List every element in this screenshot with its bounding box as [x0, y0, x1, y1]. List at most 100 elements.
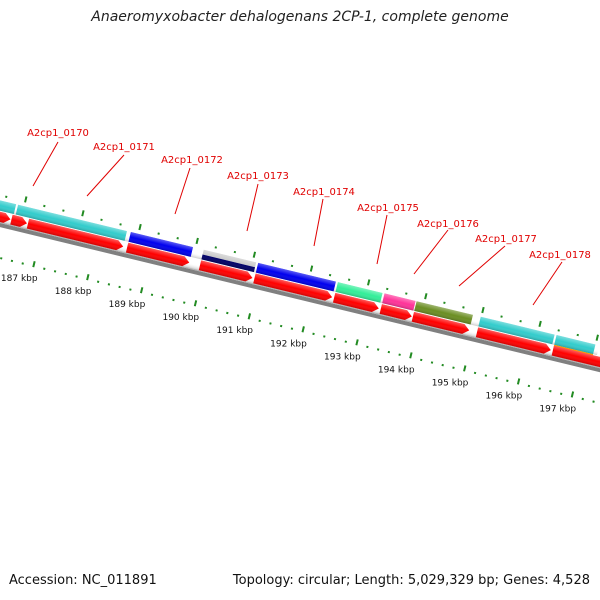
- scale-tick: [495, 376, 498, 380]
- scale-tick: [107, 283, 111, 286]
- scale-tick: [595, 334, 599, 341]
- scale-tick: [64, 272, 67, 276]
- scale-tick: [279, 324, 283, 328]
- scale-tick: [347, 278, 351, 281]
- scale-tick: [5, 195, 8, 198]
- scale-tick: [161, 296, 164, 299]
- kbp-label: 195 kbp: [432, 378, 469, 388]
- gene-label-a2cp1-0178[interactable]: A2cp1_0178: [529, 250, 591, 261]
- inner-scale: 187 kbp 188 kbp 189 kbp 190 kbp 191 kbp 192 k…: [0, 257, 595, 414]
- scale-tick: [290, 327, 294, 330]
- callout-line: [458, 245, 506, 287]
- scale-tick: [271, 260, 275, 263]
- scale-tick: [405, 292, 408, 295]
- gene-label-a2cp1-0170[interactable]: A2cp1_0170: [27, 128, 89, 139]
- kbp-label: 192 kbp: [270, 339, 307, 349]
- scale-tick: [592, 400, 595, 403]
- scale-tick: [538, 320, 542, 328]
- scale-tick: [344, 340, 347, 343]
- scale-tick: [355, 339, 359, 346]
- scale-tick: [527, 384, 531, 388]
- callout-line: [376, 214, 388, 265]
- scale-tick: [32, 261, 36, 268]
- scale-tick: [557, 329, 560, 332]
- scale-tick: [172, 298, 175, 302]
- scale-tick: [214, 246, 218, 249]
- scale-tick: [398, 353, 401, 356]
- scale-tick: [473, 371, 477, 375]
- scale-tick: [269, 322, 272, 325]
- scale-tick: [516, 378, 521, 385]
- scale-tick: [549, 389, 552, 393]
- scale-tick: [204, 306, 208, 310]
- callout-line: [532, 261, 563, 306]
- callout-line: [313, 198, 324, 247]
- scale-tick: [441, 363, 444, 367]
- scale-tick: [138, 223, 142, 231]
- gene-label-a2cp1-0174[interactable]: A2cp1_0174: [293, 187, 355, 198]
- scale-tick: [301, 326, 305, 333]
- scale-tick: [323, 335, 326, 338]
- scale-tick: [519, 319, 522, 323]
- scale-tick: [252, 251, 257, 258]
- scale-tick: [366, 345, 369, 349]
- gene-label-a2cp1-0177[interactable]: A2cp1_0177: [475, 234, 537, 245]
- scale-tick: [462, 306, 465, 309]
- scale-tick: [424, 293, 428, 300]
- callout-line: [86, 154, 125, 197]
- scale-tick: [195, 237, 199, 245]
- scale-tick: [86, 274, 90, 281]
- gene-label-a2cp1-0172[interactable]: A2cp1_0172: [161, 155, 223, 166]
- scale-tick: [576, 333, 579, 337]
- scale-tick: [258, 319, 261, 323]
- gene-label-a2cp1-0173[interactable]: A2cp1_0173: [227, 171, 289, 182]
- scale-tick: [484, 374, 488, 377]
- scale-tick: [290, 264, 294, 268]
- kbp-label: 196 kbp: [486, 391, 523, 401]
- scale-tick: [443, 301, 446, 304]
- outer-scale: [5, 195, 599, 341]
- scale-tick: [139, 287, 144, 294]
- scale-tick: [119, 223, 122, 226]
- feature-cyan-left: [0, 194, 17, 215]
- scale-tick: [309, 265, 314, 272]
- scale-tick: [538, 387, 541, 390]
- scale-tick: [75, 275, 78, 278]
- scale-tick: [409, 352, 413, 359]
- scale-tick: [570, 391, 575, 398]
- gene-callouts: A2cp1_0170 A2cp1_0171 A2cp1_0172 A2cp1_0…: [27, 128, 591, 306]
- kbp-label: 190 kbp: [162, 313, 199, 323]
- scale-tick: [333, 337, 337, 341]
- kbp-label: 193 kbp: [324, 352, 361, 362]
- callout-line: [174, 167, 191, 215]
- map-title: Anaeromyxobacter dehalogenans 2CP-1, com…: [91, 9, 509, 25]
- scale-tick: [43, 267, 46, 270]
- scale-tick: [100, 218, 103, 222]
- scale-tick: [176, 237, 179, 240]
- accession-text: Accession: NC_011891: [9, 573, 157, 588]
- scale-tick: [500, 315, 503, 318]
- scale-tick: [157, 232, 160, 235]
- scale-tick: [43, 204, 46, 208]
- scale-tick: [387, 350, 391, 354]
- scale-tick: [559, 392, 563, 395]
- scale-tick: [581, 397, 584, 401]
- scale-tick: [236, 314, 240, 317]
- topology-text: Topology: circular; Length: 5,029,329 bp…: [232, 573, 590, 588]
- scale-tick: [129, 288, 132, 291]
- gene-label-a2cp1-0176[interactable]: A2cp1_0176: [417, 219, 479, 230]
- scale-tick: [0, 257, 3, 260]
- gene-label-a2cp1-0171[interactable]: A2cp1_0171: [93, 142, 155, 153]
- scale-tick: [481, 306, 485, 314]
- scale-tick: [430, 361, 434, 364]
- scale-tick: [247, 313, 252, 320]
- gene-label-a2cp1-0175[interactable]: A2cp1_0175: [357, 203, 419, 214]
- scale-tick: [233, 250, 237, 254]
- scale-tick: [21, 262, 24, 265]
- scale-tick: [226, 311, 229, 315]
- scale-tick: [24, 196, 28, 203]
- kbp-label: 188 kbp: [55, 287, 92, 297]
- kbp-label: 191 kbp: [216, 326, 253, 336]
- scale-tick: [118, 285, 121, 289]
